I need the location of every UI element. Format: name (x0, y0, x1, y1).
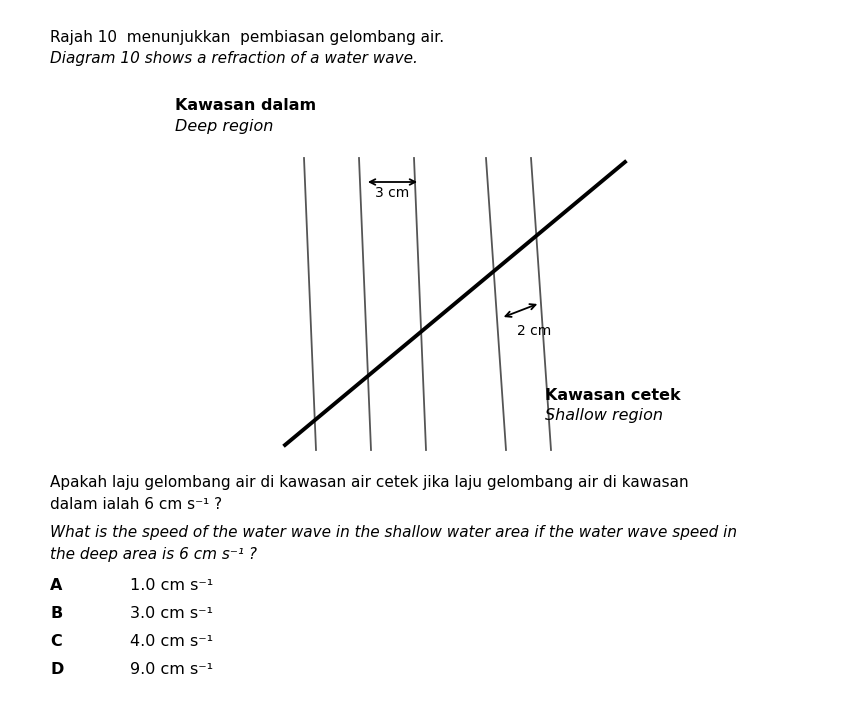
Text: the deep area is 6 cm s⁻¹ ?: the deep area is 6 cm s⁻¹ ? (50, 547, 257, 562)
Text: 4.0 cm s⁻¹: 4.0 cm s⁻¹ (130, 634, 214, 649)
Text: Deep region: Deep region (175, 119, 274, 134)
Text: 2 cm: 2 cm (517, 324, 551, 338)
Text: B: B (50, 606, 62, 621)
Text: Shallow region: Shallow region (545, 408, 663, 423)
Text: Apakah laju gelombang air di kawasan air cetek jika laju gelombang air di kawasa: Apakah laju gelombang air di kawasan air… (50, 475, 689, 490)
Text: 9.0 cm s⁻¹: 9.0 cm s⁻¹ (130, 662, 214, 677)
Text: Diagram 10 shows a refraction of a water wave.: Diagram 10 shows a refraction of a water… (50, 51, 418, 66)
Text: Kawasan cetek: Kawasan cetek (545, 388, 681, 403)
Text: What is the speed of the water wave in the shallow water area if the water wave : What is the speed of the water wave in t… (50, 525, 737, 540)
Text: dalam ialah 6 cm s⁻¹ ?: dalam ialah 6 cm s⁻¹ ? (50, 497, 222, 512)
Text: 3 cm: 3 cm (375, 186, 410, 200)
Text: A: A (50, 578, 62, 593)
Text: Rajah 10  menunjukkan  pembiasan gelombang air.: Rajah 10 menunjukkan pembiasan gelombang… (50, 30, 444, 45)
Text: Kawasan dalam: Kawasan dalam (175, 98, 316, 113)
Text: C: C (50, 634, 62, 649)
Text: 3.0 cm s⁻¹: 3.0 cm s⁻¹ (130, 606, 213, 621)
Text: D: D (50, 662, 64, 677)
Text: 1.0 cm s⁻¹: 1.0 cm s⁻¹ (130, 578, 214, 593)
